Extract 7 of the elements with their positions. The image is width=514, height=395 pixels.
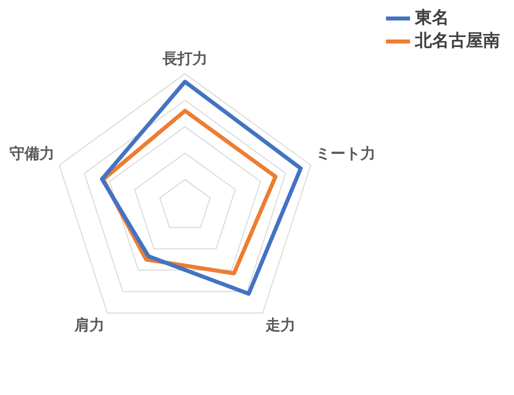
spoke-label: ミート力: [316, 144, 376, 162]
spoke-label: 肩力: [73, 316, 104, 334]
spoke-label: 長打力: [162, 50, 208, 68]
legend-label: 北名古屋南: [414, 30, 500, 51]
spoke-label: 走力: [264, 316, 296, 334]
spoke-label: 守備力: [10, 144, 54, 162]
legend-label: 東名: [414, 8, 449, 28]
